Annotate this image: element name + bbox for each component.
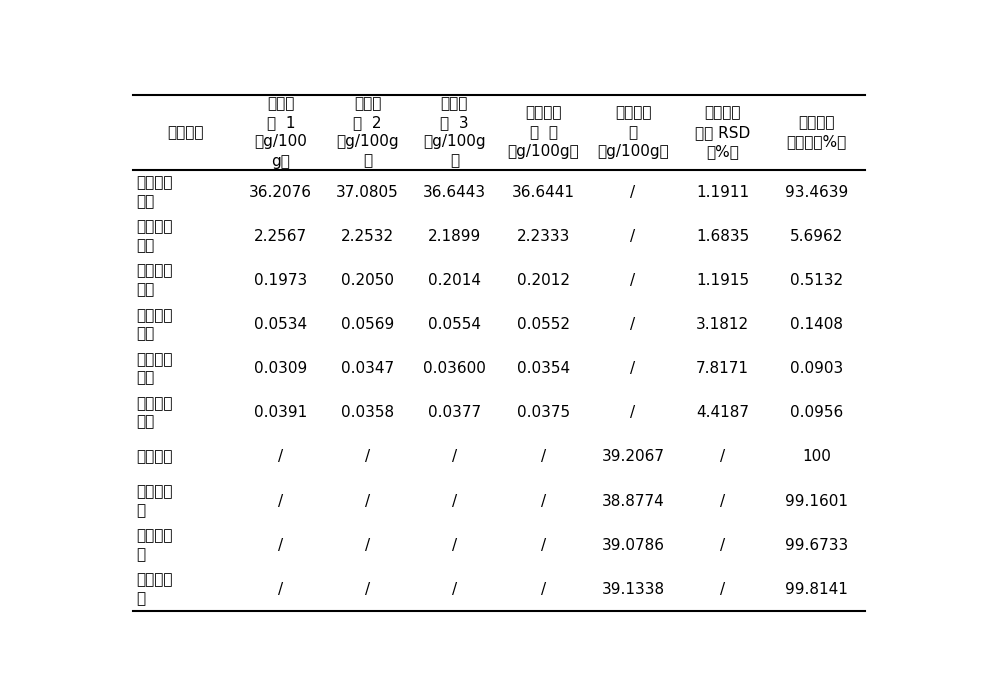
Text: 2.1899: 2.1899 bbox=[428, 229, 481, 244]
Text: 第五次提
取液: 第五次提 取液 bbox=[136, 352, 172, 385]
Text: 99.6733: 99.6733 bbox=[785, 538, 848, 553]
Text: /: / bbox=[630, 317, 636, 332]
Text: 0.0903: 0.0903 bbox=[790, 361, 843, 376]
Text: /: / bbox=[452, 493, 457, 508]
Text: /: / bbox=[720, 449, 725, 464]
Text: /: / bbox=[278, 493, 283, 508]
Text: /: / bbox=[278, 449, 283, 464]
Text: 第一次提
取液: 第一次提 取液 bbox=[136, 175, 172, 209]
Text: 2.2333: 2.2333 bbox=[517, 229, 570, 244]
Text: 0.0375: 0.0375 bbox=[517, 405, 570, 420]
Text: 0.03600: 0.03600 bbox=[423, 361, 486, 376]
Text: /: / bbox=[365, 493, 370, 508]
Text: /: / bbox=[452, 538, 457, 553]
Text: 0.0534: 0.0534 bbox=[254, 317, 307, 332]
Text: 0.0552: 0.0552 bbox=[517, 317, 570, 332]
Text: 39.2067: 39.2067 bbox=[602, 449, 665, 464]
Text: 第四次提
取液: 第四次提 取液 bbox=[136, 308, 172, 341]
Text: 39.1338: 39.1338 bbox=[601, 582, 665, 597]
Text: /: / bbox=[278, 582, 283, 597]
Text: /: / bbox=[720, 582, 725, 597]
Text: 36.2076: 36.2076 bbox=[249, 185, 312, 199]
Text: /: / bbox=[541, 449, 546, 464]
Text: 4.4187: 4.4187 bbox=[696, 405, 749, 420]
Text: 36.6443: 36.6443 bbox=[423, 185, 486, 199]
Text: 总黄酮提
取比例（%）: 总黄酮提 取比例（%） bbox=[787, 115, 847, 150]
Text: /: / bbox=[630, 229, 636, 244]
Text: 提取次数: 提取次数 bbox=[167, 125, 203, 140]
Text: /: / bbox=[720, 538, 725, 553]
Text: 1.1915: 1.1915 bbox=[696, 273, 749, 288]
Text: 相对标准
偏差 RSD
（%）: 相对标准 偏差 RSD （%） bbox=[695, 106, 750, 159]
Text: 0.0347: 0.0347 bbox=[341, 361, 394, 376]
Text: /: / bbox=[630, 273, 636, 288]
Text: 0.5132: 0.5132 bbox=[790, 273, 843, 288]
Text: 100: 100 bbox=[802, 449, 831, 464]
Text: /: / bbox=[541, 493, 546, 508]
Text: 37.0805: 37.0805 bbox=[336, 185, 399, 199]
Text: 0.1408: 0.1408 bbox=[790, 317, 843, 332]
Text: 第二次提
取液: 第二次提 取液 bbox=[136, 219, 172, 253]
Text: 样品平均
浓  度
（g/100g）: 样品平均 浓 度 （g/100g） bbox=[508, 106, 579, 159]
Text: 0.0354: 0.0354 bbox=[517, 361, 570, 376]
Text: 0.0358: 0.0358 bbox=[341, 405, 394, 420]
Text: /: / bbox=[541, 582, 546, 597]
Text: 38.8774: 38.8774 bbox=[602, 493, 664, 508]
Text: 3.1812: 3.1812 bbox=[696, 317, 749, 332]
Text: 样品浓
度  1
（g/100
g）: 样品浓 度 1 （g/100 g） bbox=[254, 96, 307, 168]
Text: 99.1601: 99.1601 bbox=[785, 493, 848, 508]
Text: /: / bbox=[630, 185, 636, 199]
Text: 2.2532: 2.2532 bbox=[341, 229, 394, 244]
Text: /: / bbox=[365, 582, 370, 597]
Text: 1.1911: 1.1911 bbox=[696, 185, 749, 199]
Text: /: / bbox=[278, 538, 283, 553]
Text: 0.0569: 0.0569 bbox=[341, 317, 394, 332]
Text: 0.2014: 0.2014 bbox=[428, 273, 481, 288]
Text: 0.0391: 0.0391 bbox=[254, 405, 307, 420]
Text: /: / bbox=[541, 538, 546, 553]
Text: 前三次提
取: 前三次提 取 bbox=[136, 528, 172, 562]
Text: 样品浓
度  3
（g/100g
）: 样品浓 度 3 （g/100g ） bbox=[423, 96, 486, 168]
Text: 36.6441: 36.6441 bbox=[512, 185, 575, 199]
Text: 0.1973: 0.1973 bbox=[254, 273, 307, 288]
Text: 93.4639: 93.4639 bbox=[785, 185, 848, 199]
Text: 0.0554: 0.0554 bbox=[428, 317, 481, 332]
Text: 第六次提
取液: 第六次提 取液 bbox=[136, 396, 172, 430]
Text: /: / bbox=[630, 405, 636, 420]
Text: 0.0309: 0.0309 bbox=[254, 361, 307, 376]
Text: 前两次提
取: 前两次提 取 bbox=[136, 484, 172, 518]
Text: 第三次提
取液: 第三次提 取液 bbox=[136, 264, 172, 297]
Text: 39.0786: 39.0786 bbox=[602, 538, 665, 553]
Text: /: / bbox=[365, 449, 370, 464]
Text: /: / bbox=[452, 449, 457, 464]
Text: 99.8141: 99.8141 bbox=[785, 582, 848, 597]
Text: 前四次提
取: 前四次提 取 bbox=[136, 572, 172, 606]
Text: 0.0377: 0.0377 bbox=[428, 405, 481, 420]
Text: /: / bbox=[365, 538, 370, 553]
Text: 5.6962: 5.6962 bbox=[790, 229, 843, 244]
Text: 0.2050: 0.2050 bbox=[341, 273, 394, 288]
Text: 六次提取: 六次提取 bbox=[136, 449, 172, 464]
Text: 2.2567: 2.2567 bbox=[254, 229, 307, 244]
Text: /: / bbox=[630, 361, 636, 376]
Text: 样品总浓
度
（g/100g）: 样品总浓 度 （g/100g） bbox=[597, 106, 669, 159]
Text: 样品浓
度  2
（g/100g
）: 样品浓 度 2 （g/100g ） bbox=[336, 96, 399, 168]
Text: 0.2012: 0.2012 bbox=[517, 273, 570, 288]
Text: /: / bbox=[452, 582, 457, 597]
Text: 0.0956: 0.0956 bbox=[790, 405, 843, 420]
Text: /: / bbox=[720, 493, 725, 508]
Text: 7.8171: 7.8171 bbox=[696, 361, 749, 376]
Text: 1.6835: 1.6835 bbox=[696, 229, 749, 244]
